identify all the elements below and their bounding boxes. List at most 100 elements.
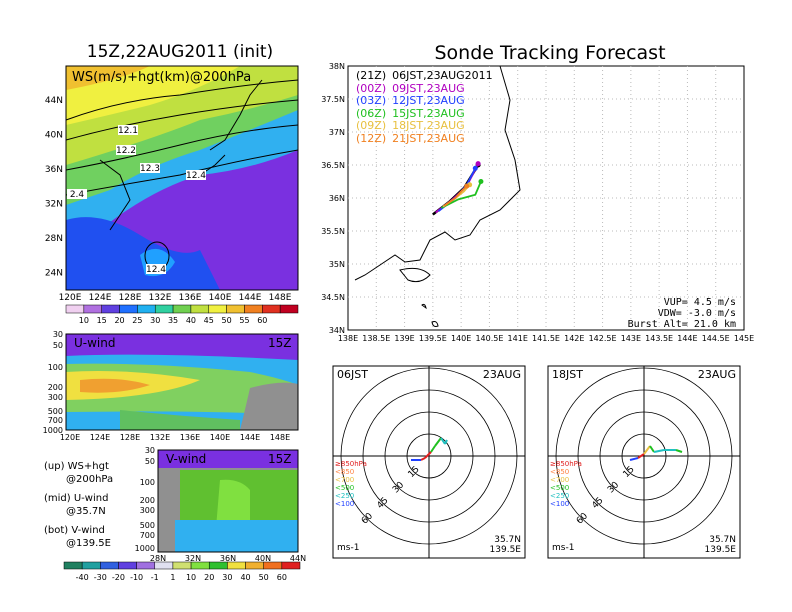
v-x-tick: 36N <box>220 554 236 563</box>
vup-value: VUP= 4.5 m/s <box>663 297 736 308</box>
colorbar-uv: -40 -30 -20 -10 -1 1 10 20 30 40 50 60 <box>63 561 301 582</box>
track-line <box>440 181 482 209</box>
hodo-trace-segment <box>637 453 645 459</box>
v-y-tick: 30 <box>145 446 155 455</box>
hodo-time: 06JST <box>337 368 368 381</box>
colorbar-label: 15 <box>97 316 107 325</box>
legend-time: 12JST,23AUG <box>392 94 465 107</box>
lat-tick: 32N <box>45 200 63 210</box>
u-y-tick: 30 <box>53 330 63 339</box>
colorbar2-swatch <box>100 561 119 570</box>
v-wind-panel <box>158 450 298 552</box>
track-end-point <box>478 179 484 184</box>
colorbar-label: 55 <box>239 316 249 325</box>
track-lat-tick: 36N <box>329 194 345 203</box>
colorbar-swatch <box>65 304 85 314</box>
track-lon-tick: 140E <box>451 334 471 343</box>
v-wind-time: 15Z <box>268 452 292 466</box>
legend-item: (03Z) 12JST,23AUG <box>356 94 493 108</box>
lat-tick: 44N <box>45 96 63 106</box>
colorbar-label: 20 <box>114 316 124 325</box>
track-lat-ticks: 38N 37.5N 37N 36.5N 36N 35.5N 35N 34.5N 34N <box>321 62 345 335</box>
sonde-params: VUP= 4.5 m/s VDW= -3.0 m/s Burst Alt= 21… <box>620 297 736 330</box>
colorbar-swatch <box>101 304 120 314</box>
track-lon-tick: 141E <box>508 334 528 343</box>
hodo-level-label: <250 <box>335 492 354 500</box>
colorbar2-label: -10 <box>130 573 143 582</box>
map-lon-ticks: 120E 124E 128E 132E 136E 140E 144E 148E <box>59 293 292 303</box>
colorbar2-swatch <box>208 561 228 570</box>
colorbar-label: 10 <box>79 316 89 325</box>
colorbar2-label: -20 <box>112 573 125 582</box>
hodo-level-label: <100 <box>550 500 569 508</box>
u-x-tick: 148E <box>270 433 290 442</box>
colorbar-label: 35 <box>168 316 178 325</box>
track-end-point <box>464 183 470 189</box>
note-up: (up) WS+hgt @200hPa <box>44 461 114 485</box>
colorbar2-swatch <box>245 561 264 570</box>
colorbar-swatch <box>83 304 102 314</box>
contour-label: 12.3 <box>140 164 160 174</box>
track-lat-tick: 34N <box>329 326 345 335</box>
colorbar-label: 60 <box>257 316 267 325</box>
hodo-level-label: ≥850hPa <box>550 460 582 468</box>
legend-code: (06Z) <box>356 106 387 120</box>
colorbar2-swatch <box>263 561 283 570</box>
lat-tick: 36N <box>45 165 63 175</box>
colorbar-swatch <box>172 304 192 314</box>
u-y-tick: 500 <box>48 407 63 416</box>
lon-tick: 128E <box>119 293 142 303</box>
v-y-tick: 300 <box>140 506 155 515</box>
track-lon-tick: 139.5E <box>419 334 447 343</box>
burst-alt: Burst Alt= 21.0 km <box>627 319 736 330</box>
colorbar-ws: 10 15 20 25 30 35 40 45 50 55 60 <box>65 304 299 325</box>
legend-code: (21Z) <box>356 69 387 82</box>
lon-tick: 132E <box>149 293 172 303</box>
u-y-tick: 100 <box>48 363 63 372</box>
colorbar-swatch <box>262 304 281 314</box>
v-y-tick: 200 <box>140 496 155 505</box>
lon-tick: 144E <box>239 293 262 303</box>
colorbar-label: 25 <box>132 316 142 325</box>
ws-map <box>65 66 299 290</box>
hodo-trace-segment <box>424 451 432 459</box>
colorbar-swatch <box>226 304 245 314</box>
u-x-ticks: 120E 124E 128E 132E 136E 140E 144E 148E <box>60 433 290 442</box>
legend-time: 06JST,23AUG2011 <box>392 69 493 82</box>
left-title: 15Z,22AUG2011 (init) <box>86 42 274 62</box>
legend-time: 09JST,23AUG <box>392 81 465 95</box>
track-lon-tick: 143.5E <box>645 334 673 343</box>
hodo-level-label: <700 <box>550 476 569 484</box>
track-legend: (21Z) 06JST,23AUG2011 (00Z) 09JST,23AUG (03Z… <box>356 69 493 145</box>
track-lon-tick: 142E <box>564 334 584 343</box>
colorbar2-swatch <box>81 561 101 570</box>
contour-label: 12.2 <box>116 146 136 156</box>
hodo-trace-segment <box>430 445 436 453</box>
u-y-tick: 1000 <box>43 426 63 435</box>
map-label: WS(m/s)+hgt(km)@200hPa <box>72 70 252 85</box>
hodo-unit: ms-1 <box>337 543 359 553</box>
legend-time: 18JST,23AUG <box>392 119 465 132</box>
track-lon-tick: 144E <box>677 334 697 343</box>
track-lon-tick: 143E <box>621 334 641 343</box>
colorbar-label: 40 <box>186 316 196 325</box>
map-frame <box>65 65 299 291</box>
hodo-level-label: <500 <box>550 484 569 492</box>
track-lon-tick: 140.5E <box>475 334 503 343</box>
hodo-lon: 139.5E <box>490 545 522 555</box>
contour-label-bg <box>186 170 206 180</box>
colorbar-swatch <box>208 304 227 314</box>
track-lon-tick: 141.5E <box>532 334 560 343</box>
u-x-tick: 132E <box>150 433 170 442</box>
legend-code: (03Z) <box>356 94 387 107</box>
lat-tick: 28N <box>45 234 63 244</box>
hodo-lat: 35.7N <box>709 535 736 545</box>
lon-tick: 124E <box>89 293 112 303</box>
lat-tick: 24N <box>45 269 63 279</box>
colorbar2-swatch <box>227 561 246 570</box>
hodo-level-label: <100 <box>335 500 354 508</box>
u-wind-panel <box>66 334 298 430</box>
